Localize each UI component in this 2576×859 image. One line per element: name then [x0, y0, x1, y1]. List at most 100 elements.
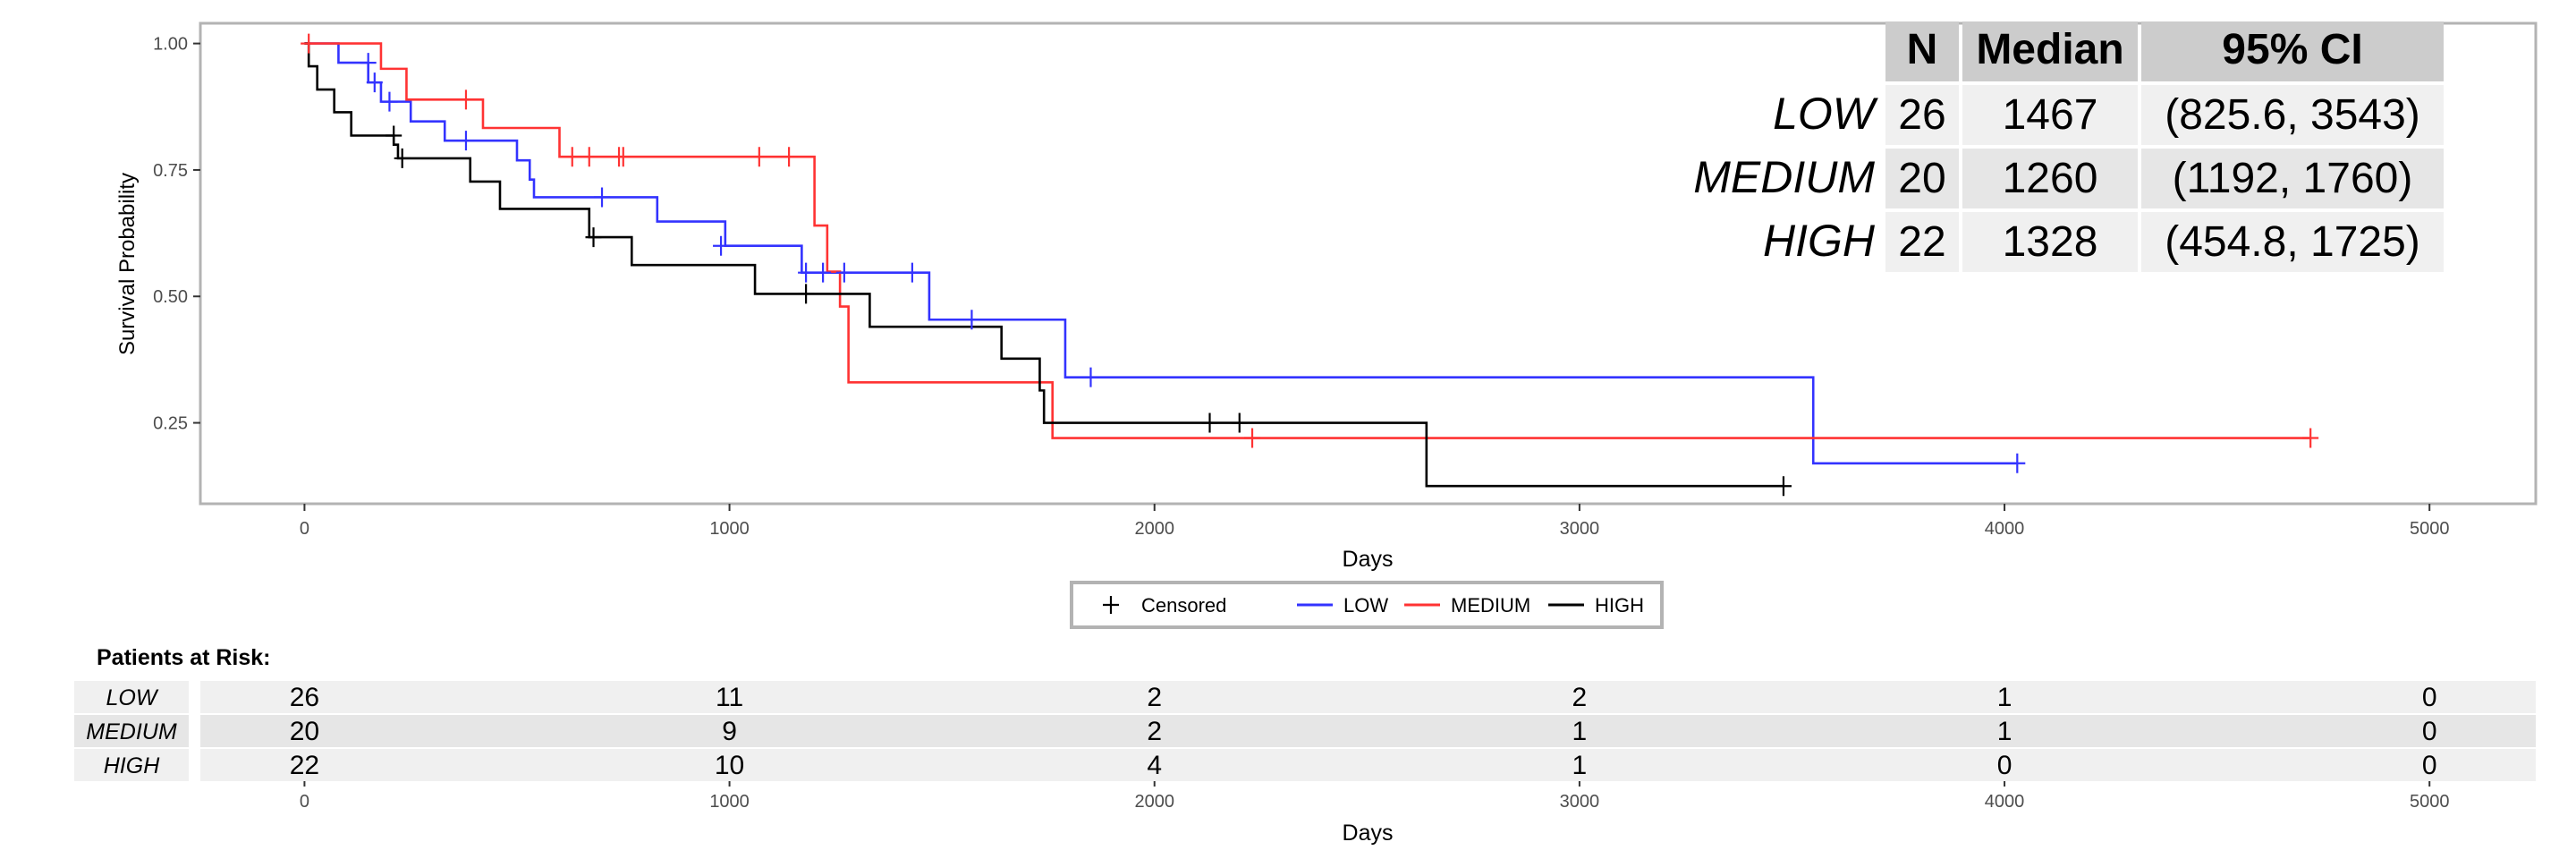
risk-count: 10 — [715, 751, 744, 780]
risk-count: 0 — [2422, 683, 2437, 712]
censor-mark-low — [963, 310, 980, 330]
y-axis-label: Survival Probability — [115, 173, 140, 355]
risk-count: 11 — [716, 683, 743, 712]
summary-value: (825.6, 3543) — [2165, 91, 2420, 139]
legend-censored-label: Censored — [1141, 594, 1226, 617]
risk-x-tick-label: 4000 — [1985, 792, 2025, 812]
curve-high — [304, 42, 1784, 488]
censor-mark-medium — [1244, 428, 1261, 448]
censor-mark-low — [903, 262, 920, 283]
censor-mark-low — [713, 235, 730, 256]
risk-x-tick-label: 5000 — [2410, 792, 2450, 812]
summary-value: 26 — [1898, 91, 1945, 139]
summary-cell — [2141, 212, 2444, 272]
censor-mark-low — [815, 262, 832, 283]
censor-mark-medium — [2302, 428, 2319, 448]
summary-cell — [1885, 212, 1959, 272]
risk-row-label-high: HIGH — [104, 753, 160, 778]
legend-label-high: HIGH — [1595, 594, 1644, 617]
y-tick-label: 1.00 — [153, 35, 188, 55]
risk-row-bg — [200, 749, 2536, 781]
summary-header-95-ci: 95% CI — [2222, 26, 2362, 73]
summary-value: 22 — [1898, 218, 1945, 266]
summary-row-label-low: LOW — [1773, 89, 1879, 139]
summary-value: (454.8, 1725) — [2165, 218, 2420, 266]
risk-row-label-bg — [74, 715, 189, 747]
censor-mark-low — [2009, 453, 2026, 473]
x-axis: 0 1000 2000 3000 4000 5000 — [300, 504, 2449, 539]
risk-row-label-medium: MEDIUM — [86, 719, 177, 744]
risk-count: 26 — [290, 683, 319, 712]
censor-marks — [301, 33, 2319, 497]
risk-count: 1 — [1997, 717, 2012, 746]
legend-label-low: LOW — [1343, 594, 1388, 617]
risk-count: 0 — [1997, 751, 2012, 780]
risk-count: 1 — [1572, 751, 1588, 780]
y-tick-label: 0.25 — [153, 414, 188, 434]
risk-count: 20 — [290, 717, 319, 746]
summary-value: 1467 — [2003, 91, 2098, 139]
summary-header-n: N — [1907, 26, 1938, 73]
summary-header-cell — [1885, 21, 1959, 81]
summary-value: 1328 — [2003, 218, 2098, 266]
risk-row-bg — [200, 715, 2536, 747]
censor-mark-medium — [301, 33, 318, 54]
risk-row-bg — [200, 681, 2536, 713]
censor-mark-medium — [781, 147, 798, 167]
risk-table-x-axis: 0 1000 2000 3000 4000 5000 — [300, 781, 2450, 812]
censor-mark-high — [1775, 476, 1792, 497]
risk-row-label-low: LOW — [106, 685, 159, 710]
summary-table: N Median 95% CI 26 1467 (825.6, 3543) LOW 20 126… — [1693, 21, 2444, 272]
censor-mark-medium — [580, 147, 597, 167]
risk-count: 2 — [1147, 683, 1162, 712]
risk-table-title: Patients at Risk: — [97, 645, 271, 670]
x-tick-label: 1000 — [709, 519, 750, 539]
summary-cell — [2141, 149, 2444, 208]
x-tick-label: 3000 — [1560, 519, 1600, 539]
summary-header-median: Median — [1976, 26, 2123, 73]
censor-mark-low — [835, 262, 852, 283]
x-axis-label: Days — [1343, 547, 1394, 572]
censor-mark-high — [1231, 412, 1248, 433]
censor-mark-low — [381, 91, 398, 112]
x-tick-label: 0 — [300, 519, 309, 539]
censor-mark-high — [585, 227, 602, 248]
summary-value: 20 — [1898, 155, 1945, 202]
risk-count: 22 — [290, 751, 319, 780]
risk-row-label-bg — [74, 681, 189, 713]
summary-cell — [1962, 149, 2138, 208]
risk-x-tick-label: 1000 — [709, 792, 750, 812]
censor-mark-high — [394, 148, 411, 168]
censor-mark-high — [386, 125, 402, 146]
x-tick-label: 4000 — [1985, 519, 2025, 539]
censor-mark-medium — [564, 147, 580, 167]
risk-count: 0 — [2422, 717, 2437, 746]
y-tick-label: 0.50 — [153, 287, 188, 307]
summary-cell — [1885, 149, 1959, 208]
summary-cell — [2141, 85, 2444, 145]
risk-count: 9 — [722, 717, 737, 746]
legend-label-medium: MEDIUM — [1451, 594, 1530, 617]
summary-value: (1192, 1760) — [2173, 155, 2413, 202]
risk-row-label-bg — [74, 749, 189, 781]
curve-medium — [304, 42, 2311, 439]
risk-count: 1 — [1572, 717, 1588, 746]
risk-count: 2 — [1147, 717, 1162, 746]
summary-row-label-high: HIGH — [1763, 216, 1876, 266]
censor-mark-medium — [614, 147, 631, 167]
censor-mark-high — [1201, 412, 1218, 433]
censor-mark-medium — [457, 89, 474, 110]
risk-count: 2 — [1572, 683, 1588, 712]
risk-x-tick-label: 3000 — [1560, 792, 1600, 812]
y-tick-label: 0.75 — [153, 161, 188, 181]
legend-censored-symbol — [1103, 596, 1119, 614]
risk-x-tick-label: 0 — [300, 792, 309, 812]
censor-mark-medium — [750, 147, 767, 167]
risk-x-tick-label: 2000 — [1134, 792, 1174, 812]
summary-value: 1260 — [2003, 155, 2098, 202]
x-tick-label: 2000 — [1134, 519, 1174, 539]
censor-mark-low — [1082, 367, 1099, 387]
censor-mark-low — [594, 187, 611, 208]
